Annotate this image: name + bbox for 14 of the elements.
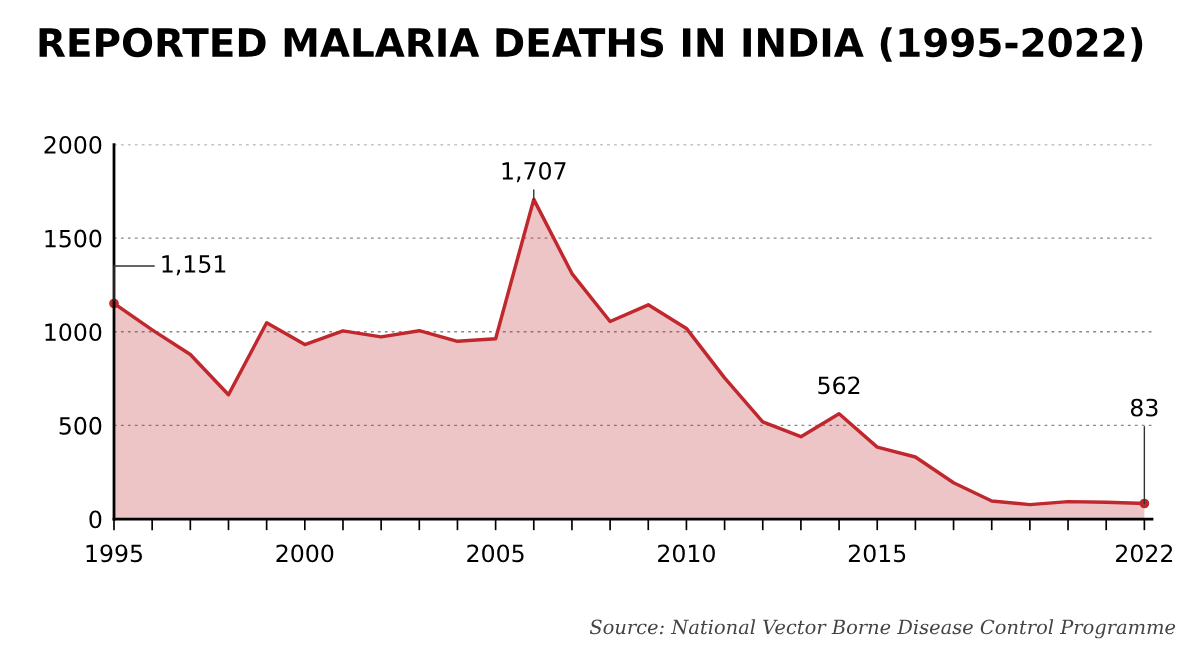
x-tick-label: 1995 (86, 544, 142, 563)
x-tick-label: 2022 (1116, 544, 1173, 563)
chart-title: REPORTED MALARIA DEATHS IN INDIA (1995-2022) (39, 27, 1143, 62)
x-tick-label: 2005 (467, 544, 524, 563)
x-tick-label: 2015 (848, 544, 906, 563)
y-tick-label: 1500 (45, 229, 102, 248)
x-tick-label: 2000 (276, 544, 334, 563)
y-tick-label: 0 (89, 510, 102, 529)
data-label: 1,707 (502, 161, 566, 183)
x-tick-label: 2010 (658, 544, 715, 563)
source-note: Source: National Vector Borne Disease Control Programme (589, 619, 1176, 639)
y-tick-label: 2000 (44, 135, 102, 154)
y-tick-label: 500 (59, 416, 102, 435)
y-tick-label: 1000 (45, 323, 102, 342)
